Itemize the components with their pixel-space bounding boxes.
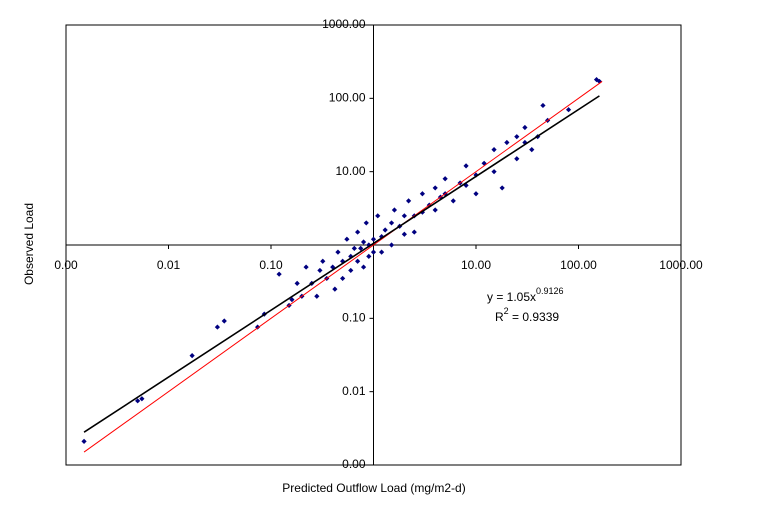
scatter-point <box>491 169 497 175</box>
scatter-point <box>139 396 145 402</box>
scatter-point <box>344 236 350 242</box>
r-symbol: R <box>495 310 504 324</box>
scatter-point <box>348 267 354 274</box>
y-tick-label: 100.00 <box>329 91 366 105</box>
scatter-point <box>473 191 479 197</box>
scatter-point <box>405 198 412 204</box>
scatter-point <box>522 139 528 146</box>
trend-line <box>83 95 600 433</box>
scatter-point <box>432 185 438 191</box>
scatter-point <box>382 227 388 233</box>
scatter-point <box>335 249 341 255</box>
scatter-point <box>388 242 395 248</box>
scatter-point <box>370 236 377 242</box>
scatter-point <box>221 318 227 324</box>
scatter-point <box>388 220 395 226</box>
y-tick-label: 1000.00 <box>322 17 366 31</box>
scatter-point <box>375 213 381 219</box>
equation: y = 1.05x <box>487 290 536 304</box>
scatter-point <box>565 107 572 113</box>
scatter-point <box>303 264 309 270</box>
scatter-point <box>317 267 323 274</box>
scatter-point <box>214 324 221 330</box>
scatter-point <box>370 249 377 255</box>
scatter-point <box>276 271 282 277</box>
y-tick-label: 10.00 <box>335 164 365 178</box>
x-tick-label: 10.00 <box>461 258 491 272</box>
scatter-point <box>379 249 385 255</box>
x-tick-label: 0.10 <box>259 258 283 272</box>
scatter-point <box>529 146 535 153</box>
scatter-point <box>540 102 546 109</box>
scatter-point <box>514 134 520 140</box>
r-value: = 0.9339 <box>509 310 560 324</box>
scatter-point <box>135 398 141 404</box>
scatter-point <box>514 156 520 162</box>
x-axis-title: Predicted Outflow Load (mg/m2-d) <box>282 481 465 495</box>
y-tick-label: 0.00 <box>342 457 366 471</box>
scatter-point <box>360 264 367 270</box>
scatter-point <box>450 198 456 204</box>
scatter-point <box>294 280 300 286</box>
scatter-point <box>596 78 603 85</box>
scatter-point <box>491 146 497 153</box>
scatter-point <box>499 185 505 191</box>
x-tick-label: 0.01 <box>157 258 181 272</box>
x-tick-label: 100.00 <box>560 258 597 272</box>
scatter-point <box>332 286 338 292</box>
exponent: 0.9126 <box>536 286 564 296</box>
scatter-point <box>363 220 369 226</box>
r-squared: R2 = 0.9339 <box>495 306 559 324</box>
scatter-point <box>360 239 367 245</box>
scatter-point <box>189 353 195 359</box>
scatter-point <box>320 258 326 264</box>
scatter-point <box>463 163 469 169</box>
trend-line <box>83 81 603 453</box>
scatter-point <box>330 264 336 270</box>
fit-equation: y = 1.05x0.9126 <box>487 286 564 304</box>
scatter-point <box>401 231 407 237</box>
scatter-point <box>351 245 357 251</box>
scatter-point <box>504 139 510 146</box>
scatter-point <box>432 207 438 213</box>
scatter-point <box>366 253 372 259</box>
y-axis-title: Observed Load <box>22 203 36 285</box>
scatter-point <box>314 293 320 299</box>
scatter-point <box>355 229 361 235</box>
scatter-point <box>358 245 364 251</box>
scatter-point <box>419 191 426 197</box>
scatter-point <box>391 207 398 213</box>
x-tick-label: 0.00 <box>54 258 78 272</box>
r-power: 2 <box>504 306 509 316</box>
scatter-point <box>401 213 407 219</box>
scatter-point <box>81 438 87 444</box>
x-tick-label: 1000.00 <box>659 258 703 272</box>
scatter-point <box>411 229 417 235</box>
y-tick-label: 0.01 <box>342 384 366 398</box>
scatter-point <box>522 124 528 131</box>
scatter-point <box>340 275 346 282</box>
y-tick-label: 0.10 <box>342 311 366 325</box>
scatter-point <box>355 258 361 264</box>
scatter-point <box>442 176 448 182</box>
